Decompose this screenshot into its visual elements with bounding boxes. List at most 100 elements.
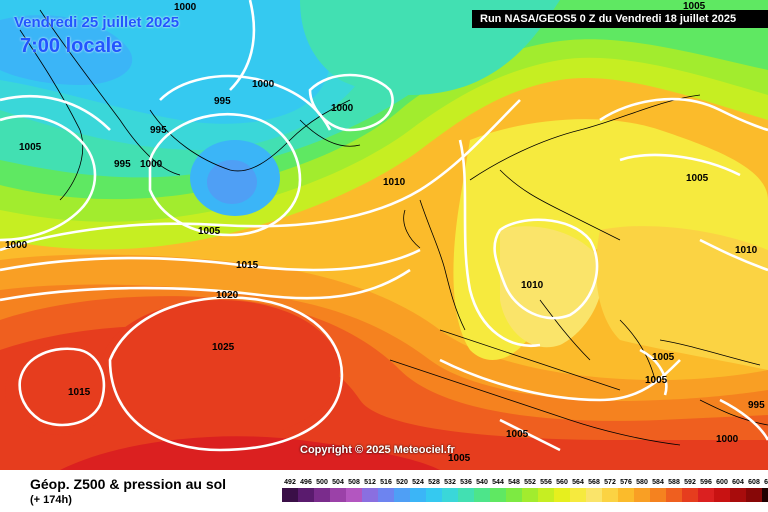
legend-swatch <box>442 488 458 502</box>
legend-swatch <box>330 488 346 502</box>
isobar-label: 1000 <box>716 434 739 445</box>
isobar-label: 1000 <box>252 79 275 90</box>
legend-label: 600 <box>716 479 728 486</box>
legend-label: 580 <box>636 479 648 486</box>
legend-swatch <box>618 488 634 502</box>
legend-swatch <box>298 488 314 502</box>
weather-map: 1000 1000 1000 1005 1005 1005 1005 1005 … <box>0 0 768 470</box>
legend-swatch <box>634 488 650 502</box>
field-572 <box>596 226 768 370</box>
legend-item: 556 <box>538 478 554 502</box>
legend-swatch <box>490 488 506 502</box>
field-524-west <box>0 15 133 85</box>
legend-item: 496 <box>298 478 314 502</box>
isobar-label: 1010 <box>735 245 758 256</box>
legend-label: 516 <box>380 479 392 486</box>
legend-swatch <box>506 488 522 502</box>
isobar-label: 1000 <box>5 240 28 251</box>
isobar-label: 1025 <box>212 342 235 353</box>
legend-label: 548 <box>508 479 520 486</box>
legend-item: 612 <box>762 478 768 502</box>
legend-label: 584 <box>652 479 664 486</box>
legend-swatch <box>538 488 554 502</box>
legend-item: 568 <box>586 478 602 502</box>
legend-swatch <box>602 488 618 502</box>
isobar-label: 995 <box>150 125 167 136</box>
legend-swatch <box>746 488 762 502</box>
isobar-label: 1005 <box>19 142 42 153</box>
legend-item: 532 <box>442 478 458 502</box>
legend-item: 564 <box>570 478 586 502</box>
legend-item: 596 <box>698 478 714 502</box>
legend-swatch <box>362 488 378 502</box>
legend-swatch <box>586 488 602 502</box>
legend-item: 576 <box>618 478 634 502</box>
legend-label: 512 <box>364 479 376 486</box>
legend-item: 520 <box>394 478 410 502</box>
legend-label: 576 <box>620 479 632 486</box>
legend-swatch <box>554 488 570 502</box>
isobar-labels: 1000 1000 1000 1005 1005 1005 1005 1005 … <box>5 1 765 464</box>
legend-swatch <box>458 488 474 502</box>
legend-label: 604 <box>732 479 744 486</box>
legend-label: 552 <box>524 479 536 486</box>
legend-swatch <box>730 488 746 502</box>
legend-item: 584 <box>650 478 666 502</box>
legend-label: 532 <box>444 479 456 486</box>
geopotential-map-svg: 1000 1000 1000 1005 1005 1005 1005 1005 … <box>0 0 768 470</box>
legend-label: 572 <box>604 479 616 486</box>
color-scale-legend: 492 496 500 504 508 512 516 520 524 528 532 536 540 5… <box>282 478 768 502</box>
legend-swatch <box>378 488 394 502</box>
legend-item: 608 <box>746 478 762 502</box>
legend-label: 500 <box>316 479 328 486</box>
legend-item: 544 <box>490 478 506 502</box>
legend-swatch <box>410 488 426 502</box>
field-568 <box>500 226 603 348</box>
legend-item: 508 <box>346 478 362 502</box>
isobar-label: 1005 <box>683 1 706 12</box>
isobar-label: 1005 <box>645 375 668 386</box>
legend-label: 596 <box>700 479 712 486</box>
legend-item: 500 <box>314 478 330 502</box>
legend-item: 548 <box>506 478 522 502</box>
legend-item: 560 <box>554 478 570 502</box>
map-footer: Géop. Z500 & pression au sol (+ 174h) 49… <box>0 470 768 512</box>
legend-swatch <box>394 488 410 502</box>
legend-label: 520 <box>396 479 408 486</box>
legend-label: 564 <box>572 479 584 486</box>
legend-swatch <box>698 488 714 502</box>
legend-item: 580 <box>634 478 650 502</box>
field-592-azores <box>100 300 340 440</box>
legend-item: 528 <box>426 478 442 502</box>
legend-label: 504 <box>332 479 344 486</box>
legend-label: 492 <box>284 479 296 486</box>
isobar-lines <box>0 0 768 452</box>
legend-swatch <box>426 488 442 502</box>
isobar-label: 1020 <box>216 290 239 301</box>
legend-label: 524 <box>412 479 424 486</box>
legend-label: 536 <box>460 479 472 486</box>
legend-item: 588 <box>666 478 682 502</box>
legend-item: 572 <box>602 478 618 502</box>
legend-item: 492 <box>282 478 298 502</box>
legend-swatch <box>714 488 730 502</box>
legend-label: 560 <box>556 479 568 486</box>
forecast-date: Vendredi 25 juillet 2025 <box>14 14 180 31</box>
legend-swatch <box>522 488 538 502</box>
legend-label: 608 <box>748 479 760 486</box>
forecast-time: 7:00 locale <box>20 35 123 57</box>
isobar-label: 1005 <box>686 173 709 184</box>
isobar-label: 1005 <box>448 453 471 464</box>
coastlines <box>19 9 768 446</box>
legend-item: 540 <box>474 478 490 502</box>
isobar-label: 1015 <box>236 260 259 271</box>
isobar-label: 995 <box>114 159 131 170</box>
isobar-label: 995 <box>748 400 765 411</box>
copyright-text: Copyright © 2025 Meteociel.fr <box>300 444 455 456</box>
legend-label: 568 <box>588 479 600 486</box>
legend-label: 528 <box>428 479 440 486</box>
legend-item: 536 <box>458 478 474 502</box>
legend-label: 496 <box>300 479 312 486</box>
model-run-info: Run NASA/GEOS5 0 Z du Vendredi 18 juille… <box>472 10 768 28</box>
legend-label: 592 <box>684 479 696 486</box>
